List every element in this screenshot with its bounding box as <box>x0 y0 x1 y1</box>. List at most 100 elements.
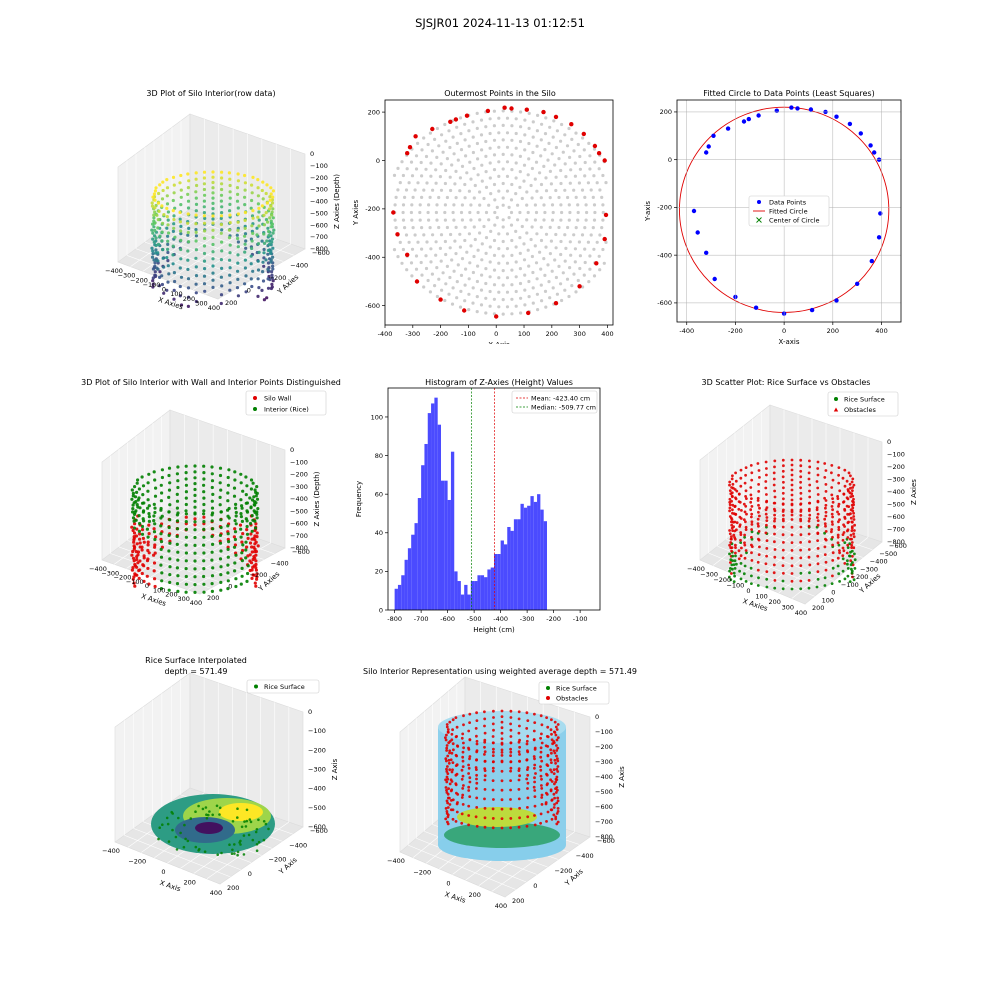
obstacle-point <box>475 735 478 738</box>
data-point <box>747 117 751 121</box>
interior-point <box>416 181 419 184</box>
obstacle-point <box>460 822 463 825</box>
interior-point <box>460 211 463 214</box>
obstacle-point <box>540 733 543 736</box>
wall-interior-point <box>193 567 196 570</box>
obstacle-point <box>468 767 471 770</box>
wall-interior-point <box>152 514 155 517</box>
silo-point <box>263 248 266 251</box>
rice-obstacle-point <box>808 466 811 469</box>
silo-point <box>228 229 231 232</box>
interior-point <box>476 310 479 313</box>
wall-interior-point <box>227 532 230 535</box>
rice-point <box>218 813 221 816</box>
wall-interior-point <box>255 485 258 488</box>
wall-interior-point <box>168 557 171 560</box>
legend-marker-wall <box>253 396 257 400</box>
silo-point <box>157 218 160 221</box>
obstacle-point <box>492 808 495 811</box>
rice-obstacle-point <box>745 549 748 552</box>
interior-point <box>559 282 562 285</box>
interior-point <box>434 254 437 257</box>
silo-point <box>220 284 223 287</box>
obstacle-point <box>510 808 513 811</box>
rice-obstacle-point <box>782 502 785 505</box>
silo-point <box>256 178 259 181</box>
interior-point <box>464 196 467 199</box>
wall-interior-point <box>193 512 196 515</box>
wall-interior-point <box>210 535 213 538</box>
interior-point <box>472 271 475 274</box>
rice-obstacle-point <box>791 503 794 506</box>
interior-point <box>535 211 538 214</box>
wall-interior-point <box>138 538 141 541</box>
wall-interior-point <box>134 495 137 498</box>
obstacle-point <box>556 770 559 773</box>
tick-label: −100 <box>887 451 905 459</box>
obstacle-point <box>557 723 560 726</box>
interior-point <box>562 151 565 154</box>
interior-point <box>523 133 526 136</box>
interior-point <box>443 211 446 214</box>
rice-obstacle-point <box>766 539 769 542</box>
interior-point <box>410 211 413 214</box>
interior-point <box>453 240 456 243</box>
silo-point <box>251 270 254 273</box>
silo-point <box>228 178 231 181</box>
interior-point <box>559 219 562 222</box>
silo-point <box>272 189 275 192</box>
obstacle-point <box>467 730 470 733</box>
rice-point <box>171 829 174 832</box>
interior-point <box>542 203 545 206</box>
wall-interior-point <box>240 541 243 544</box>
interior-point <box>450 163 453 166</box>
wall-interior-point <box>227 476 230 479</box>
data-point <box>713 277 717 281</box>
rice-obstacle-point <box>831 497 834 500</box>
obstacle-point <box>444 778 447 781</box>
obstacle-point <box>518 741 521 744</box>
interior-point <box>472 255 475 258</box>
wall-interior-point <box>146 575 149 578</box>
obstacle-point <box>462 746 465 749</box>
rice-point <box>161 823 164 826</box>
wall-interior-point <box>226 564 229 567</box>
rice-obstacle-point <box>765 555 768 558</box>
interior-point <box>584 161 587 164</box>
rice-point <box>171 812 174 815</box>
silo-point <box>178 181 181 184</box>
data-point <box>878 211 882 215</box>
wall-interior-point <box>247 564 250 567</box>
rice-obstacle-point <box>816 487 819 490</box>
interior-point <box>540 183 543 186</box>
obstacle-point <box>518 826 521 829</box>
wall-interior-point <box>153 561 156 564</box>
rice-obstacle-point <box>731 546 734 549</box>
tick-label: 200 <box>165 591 177 599</box>
wall-interior-point <box>153 527 156 530</box>
interior-point <box>472 151 475 154</box>
rice-obstacle-point <box>738 549 741 552</box>
rice-obstacle-point <box>732 483 735 486</box>
interior-point <box>544 176 547 179</box>
rice-obstacle-point <box>816 480 819 483</box>
obstacle-point <box>451 780 454 783</box>
obstacle-point <box>449 803 452 806</box>
interior-point <box>516 218 519 221</box>
obstacle-point <box>510 767 513 770</box>
silo-point <box>195 178 198 181</box>
rice-obstacle-point <box>734 472 737 475</box>
interior-point <box>587 142 590 145</box>
obstacle-point <box>540 760 543 763</box>
interior-point <box>497 175 500 178</box>
legend-label: Data Points <box>769 199 807 207</box>
wall-interior-point <box>133 544 136 547</box>
obstacle-point <box>534 772 537 775</box>
wall-interior-point <box>202 471 205 474</box>
interior-point <box>444 253 447 256</box>
legend-label: Rice Surface <box>264 683 305 691</box>
obstacle-point <box>553 793 556 796</box>
wall-interior-point <box>227 548 230 551</box>
interior-point <box>402 174 405 177</box>
obstacle-point <box>492 748 495 751</box>
